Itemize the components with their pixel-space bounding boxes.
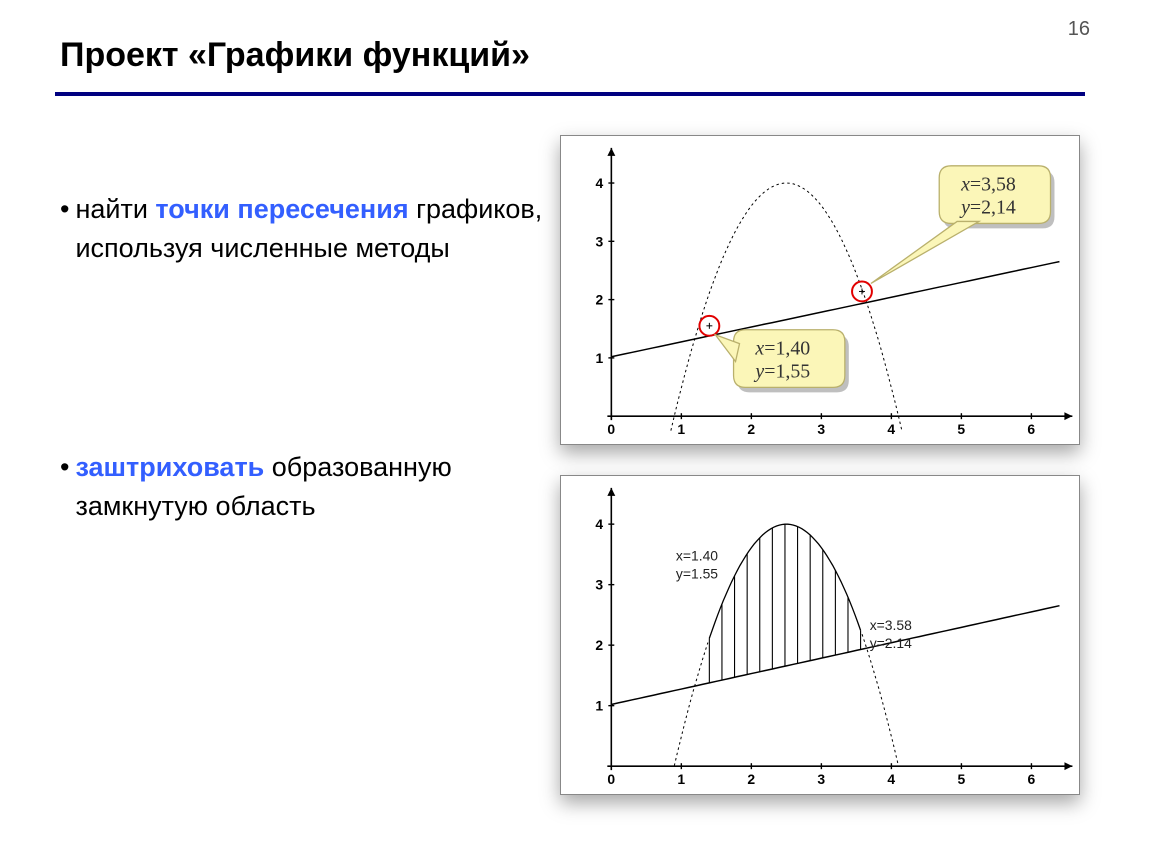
right-column: 0 1 2 3 4 5 6 1 2 3 4 x=3,58y=2,14 x=1,40y=1,55 0 1 2 3… (560, 130, 1130, 850)
chart-intersections: 0 1 2 3 4 5 6 1 2 3 4 x=3,58y=2,14 x=1,40y=1,55 (560, 135, 1080, 445)
svg-text:3: 3 (817, 771, 825, 787)
svg-text:x=3,58: x=3,58 (960, 174, 1016, 196)
svg-text:y=1,55: y=1,55 (753, 360, 810, 382)
left-column: • найти точки пересечения графиков, испо… (0, 130, 560, 850)
svg-text:1: 1 (677, 421, 685, 437)
svg-text:y=1.55: y=1.55 (676, 565, 718, 581)
bullet-text: заштриховать образованную замкнутую обла… (75, 448, 560, 526)
svg-text:2: 2 (747, 771, 755, 787)
page-number: 16 (1068, 18, 1090, 41)
chart2-svg: 0 1 2 3 4 5 6 1 2 3 4 x=1.40 y=1.55 x=3.58 y=2.14 (561, 476, 1079, 794)
svg-text:2: 2 (747, 421, 755, 437)
svg-text:0: 0 (607, 771, 615, 787)
highlight: точки пересечения (155, 194, 408, 224)
svg-text:2: 2 (595, 637, 603, 653)
svg-text:x=3.58: x=3.58 (870, 617, 912, 633)
svg-text:x=1,40: x=1,40 (754, 338, 810, 360)
svg-text:5: 5 (957, 771, 965, 787)
chart-hatched: 0 1 2 3 4 5 6 1 2 3 4 x=1.40 y=1.55 x=3.58 y=2.14 (560, 475, 1080, 795)
svg-text:x=1.40: x=1.40 (676, 547, 718, 563)
svg-text:y=2.14: y=2.14 (870, 635, 912, 651)
svg-text:y=2,14: y=2,14 (959, 196, 1016, 218)
title-underline (55, 92, 1085, 96)
svg-text:3: 3 (817, 421, 825, 437)
svg-text:5: 5 (957, 421, 965, 437)
highlight: заштриховать (75, 452, 264, 482)
svg-text:4: 4 (595, 175, 603, 191)
bullet-item: • найти точки пересечения графиков, испо… (60, 190, 560, 268)
svg-text:6: 6 (1027, 771, 1035, 787)
bullet-dot: • (60, 190, 69, 229)
svg-text:4: 4 (887, 771, 895, 787)
svg-text:4: 4 (595, 516, 603, 532)
bullet-text: найти точки пересечения графиков, исполь… (75, 190, 560, 268)
svg-text:1: 1 (595, 698, 603, 714)
svg-text:3: 3 (595, 577, 603, 593)
svg-text:1: 1 (595, 350, 603, 366)
content-area: • найти точки пересечения графиков, испо… (0, 130, 1150, 850)
svg-text:1: 1 (677, 771, 685, 787)
bullet-dot: • (60, 448, 69, 487)
chart1-svg: 0 1 2 3 4 5 6 1 2 3 4 x=3,58y=2,14 x=1,40y=1,55 (561, 136, 1079, 444)
svg-text:3: 3 (595, 233, 603, 249)
svg-text:4: 4 (887, 421, 895, 437)
svg-text:6: 6 (1027, 421, 1035, 437)
bullet-item: • заштриховать образованную замкнутую об… (60, 448, 560, 526)
page-title: Проект «Графики функций» (60, 36, 530, 75)
svg-text:0: 0 (607, 421, 615, 437)
svg-text:2: 2 (595, 292, 603, 308)
